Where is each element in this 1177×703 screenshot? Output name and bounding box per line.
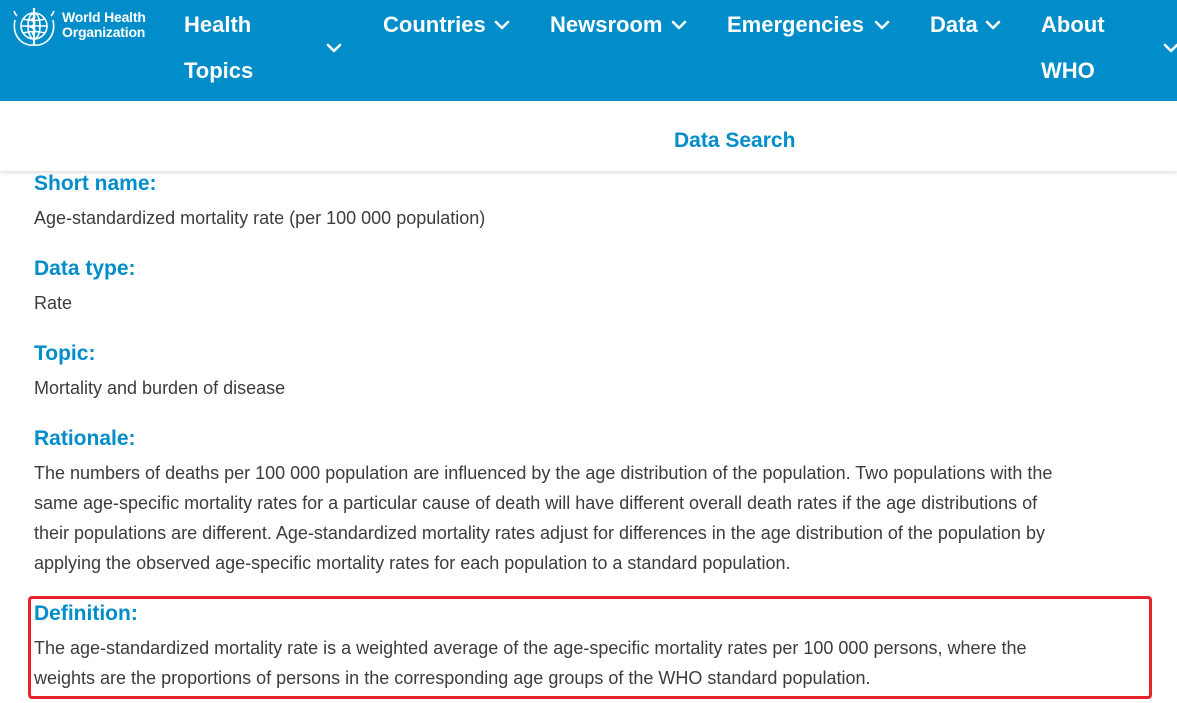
rationale-line: their populations are different. Age-sta… xyxy=(34,523,1045,543)
data-type-value: Rate xyxy=(34,293,73,313)
nav-health-topics-line-2: Topics xyxy=(184,58,254,83)
nav-data-label: Data xyxy=(930,12,978,37)
chevron-down-icon[interactable] xyxy=(671,20,687,30)
short-name-label: Short name: xyxy=(34,172,157,195)
data-search-link[interactable]: Data Search xyxy=(674,129,796,152)
rationale-value: The numbers of deaths per 100 000 popula… xyxy=(34,458,1170,578)
rationale-line: applying the observed age-specific morta… xyxy=(34,553,791,573)
nav-newsroom[interactable]: Newsroom xyxy=(550,2,662,48)
nav-about-who-line-2: WHO xyxy=(1041,58,1095,83)
definition-label: Definition: xyxy=(34,602,138,625)
definition-line: weights are the proportions of persons i… xyxy=(34,668,871,688)
nav-newsroom-label: Newsroom xyxy=(550,12,663,37)
rationale-line: The numbers of deaths per 100 000 popula… xyxy=(34,463,1053,483)
topic-value: Mortality and burden of disease xyxy=(34,378,286,398)
chevron-down-icon[interactable] xyxy=(494,20,510,30)
who-emblem-icon xyxy=(13,8,55,46)
nav-about-who[interactable]: About WHO xyxy=(1041,2,1105,94)
top-navigation-bar: World Health Organization Health Topics … xyxy=(0,0,1177,101)
data-type-label: Data type: xyxy=(34,257,136,280)
definition-value: The age-standardized mortality rate is a… xyxy=(34,633,1170,693)
nav-countries-label: Countries xyxy=(383,12,486,37)
logo-line-2: Organization xyxy=(62,24,146,40)
nav-about-who-line-1: About xyxy=(1041,12,1105,37)
sub-navigation-bar: Data Search xyxy=(0,101,1177,171)
chevron-down-icon[interactable] xyxy=(874,20,890,30)
topic-label: Topic: xyxy=(34,342,96,365)
logo-wordmark: World Health Organization xyxy=(62,10,146,40)
nav-health-topics-line-1: Health xyxy=(184,12,252,37)
rationale-line: same age-specific mortality rates for a … xyxy=(34,493,1038,513)
chevron-down-icon[interactable] xyxy=(326,43,342,53)
who-logo[interactable]: World Health Organization xyxy=(10,4,160,48)
nav-countries[interactable]: Countries xyxy=(383,2,486,48)
definition-line: The age-standardized mortality rate is a… xyxy=(34,638,1027,658)
nav-health-topics[interactable]: Health Topics xyxy=(184,2,253,94)
chevron-down-icon[interactable] xyxy=(985,20,1001,30)
logo-line-1: World Health xyxy=(62,9,146,25)
short-name-value: Age-standardized mortality rate (per 100… xyxy=(34,208,486,228)
nav-data[interactable]: Data xyxy=(930,2,978,48)
nav-emergencies[interactable]: Emergencies xyxy=(727,2,864,48)
chevron-down-icon[interactable] xyxy=(1163,43,1177,53)
rationale-label: Rationale: xyxy=(34,427,136,450)
nav-emergencies-label: Emergencies xyxy=(727,12,864,37)
